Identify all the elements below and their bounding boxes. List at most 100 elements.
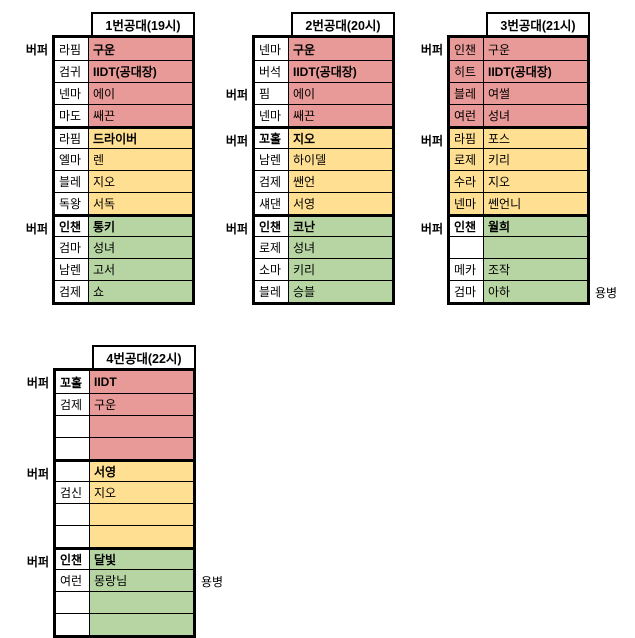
- nickname-cell[interactable]: IIDT(공대장): [89, 61, 192, 82]
- nickname-cell[interactable]: 지오: [89, 171, 192, 192]
- nickname-cell[interactable]: 성녀: [289, 237, 392, 258]
- class-cell[interactable]: 남렌: [255, 149, 289, 170]
- class-cell[interactable]: [56, 438, 90, 459]
- nickname-cell[interactable]: IIDT: [90, 371, 193, 393]
- buffer-label[interactable]: 버퍼: [420, 133, 443, 148]
- class-cell[interactable]: 넨마: [450, 193, 484, 214]
- nickname-cell[interactable]: 서독: [89, 193, 192, 214]
- nickname-cell[interactable]: 렌: [89, 149, 192, 170]
- buffer-label[interactable]: 버퍼: [26, 466, 49, 481]
- nickname-cell[interactable]: IIDT(공대장): [484, 61, 587, 82]
- class-cell[interactable]: 검제: [56, 394, 90, 415]
- class-cell[interactable]: 검마: [450, 281, 484, 302]
- nickname-cell[interactable]: [484, 237, 587, 258]
- buffer-label[interactable]: 버퍼: [225, 133, 248, 148]
- nickname-cell[interactable]: [90, 438, 193, 459]
- class-cell[interactable]: [56, 526, 90, 547]
- nickname-cell[interactable]: 지오: [289, 129, 392, 148]
- nickname-cell[interactable]: 지오: [90, 482, 193, 503]
- buffer-label[interactable]: 버퍼: [26, 375, 49, 390]
- nickname-cell[interactable]: 포스: [484, 129, 587, 148]
- class-cell[interactable]: 섀댄: [255, 193, 289, 214]
- nickname-cell[interactable]: 구운: [90, 394, 193, 415]
- nickname-cell[interactable]: 서영: [90, 462, 193, 481]
- nickname-cell[interactable]: 쎈언니: [484, 193, 587, 214]
- nickname-cell[interactable]: 성녀: [89, 237, 192, 258]
- nickname-cell[interactable]: 통키: [89, 217, 192, 236]
- table-title[interactable]: 3번공대(21시): [486, 12, 590, 35]
- table-title[interactable]: 4번공대(22시): [92, 345, 196, 368]
- buffer-label[interactable]: 버퍼: [225, 87, 248, 102]
- nickname-cell[interactable]: 쌘언: [289, 171, 392, 192]
- nickname-cell[interactable]: 구운: [484, 38, 587, 60]
- buffer-label[interactable]: 버퍼: [26, 554, 49, 569]
- class-cell[interactable]: 꼬홀: [56, 371, 90, 393]
- nickname-cell[interactable]: 조작: [484, 259, 587, 280]
- class-cell[interactable]: 인챈: [450, 38, 484, 60]
- class-cell[interactable]: 인챈: [56, 550, 90, 569]
- class-cell[interactable]: 라핌: [55, 129, 89, 148]
- class-cell[interactable]: 수라: [450, 171, 484, 192]
- class-cell[interactable]: [56, 504, 90, 525]
- nickname-cell[interactable]: 쌔끈: [289, 105, 392, 126]
- table-title[interactable]: 1번공대(19시): [91, 12, 195, 35]
- class-cell[interactable]: [56, 614, 90, 635]
- nickname-cell[interactable]: 서영: [289, 193, 392, 214]
- nickname-cell[interactable]: 하이델: [289, 149, 392, 170]
- nickname-cell[interactable]: 드라이버: [89, 129, 192, 148]
- class-cell[interactable]: [56, 592, 90, 613]
- nickname-cell[interactable]: 코난: [289, 217, 392, 236]
- class-cell[interactable]: 블레: [55, 171, 89, 192]
- class-cell[interactable]: [56, 462, 90, 481]
- class-cell[interactable]: 히트: [450, 61, 484, 82]
- class-cell[interactable]: [450, 237, 484, 258]
- class-cell[interactable]: 블레: [450, 83, 484, 104]
- nickname-cell[interactable]: [90, 526, 193, 547]
- class-cell[interactable]: 인챈: [255, 217, 289, 236]
- nickname-cell[interactable]: IIDT(공대장): [289, 61, 392, 82]
- nickname-cell[interactable]: 쇼: [89, 281, 192, 302]
- buffer-label[interactable]: 버퍼: [420, 221, 443, 236]
- class-cell[interactable]: 넨마: [255, 105, 289, 126]
- table-title[interactable]: 2번공대(20시): [291, 12, 395, 35]
- class-cell[interactable]: 엘마: [55, 149, 89, 170]
- class-cell[interactable]: 남렌: [55, 259, 89, 280]
- nickname-cell[interactable]: 월희: [484, 217, 587, 236]
- nickname-cell[interactable]: 지오: [484, 171, 587, 192]
- class-cell[interactable]: 검귀: [55, 61, 89, 82]
- class-cell[interactable]: 검신: [56, 482, 90, 503]
- class-cell[interactable]: 인챈: [450, 217, 484, 236]
- nickname-cell[interactable]: 아하: [484, 281, 587, 302]
- nickname-cell[interactable]: [90, 592, 193, 613]
- nickname-cell[interactable]: [90, 614, 193, 635]
- class-cell[interactable]: 인챈: [55, 217, 89, 236]
- nickname-cell[interactable]: 승블: [289, 281, 392, 302]
- nickname-cell[interactable]: 에이: [289, 83, 392, 104]
- class-cell[interactable]: 여런: [450, 105, 484, 126]
- nickname-cell[interactable]: 달빛: [90, 550, 193, 569]
- class-cell[interactable]: 로제: [255, 237, 289, 258]
- nickname-cell[interactable]: 키리: [289, 259, 392, 280]
- buffer-label[interactable]: 버퍼: [420, 42, 443, 57]
- buffer-label[interactable]: 버퍼: [25, 221, 48, 236]
- class-cell[interactable]: 검마: [55, 237, 89, 258]
- class-cell[interactable]: 검제: [255, 171, 289, 192]
- class-cell[interactable]: 핌: [255, 83, 289, 104]
- nickname-cell[interactable]: 구운: [289, 38, 392, 60]
- class-cell[interactable]: 검제: [55, 281, 89, 302]
- nickname-cell[interactable]: 고서: [89, 259, 192, 280]
- nickname-cell[interactable]: 여썰: [484, 83, 587, 104]
- class-cell[interactable]: 로제: [450, 149, 484, 170]
- mercenary-label[interactable]: 용병: [595, 285, 618, 300]
- class-cell[interactable]: 블레: [255, 281, 289, 302]
- nickname-cell[interactable]: 몽랑님: [90, 570, 193, 591]
- nickname-cell[interactable]: 쌔끈: [89, 105, 192, 126]
- class-cell[interactable]: 여런: [56, 570, 90, 591]
- class-cell[interactable]: 독왕: [55, 193, 89, 214]
- class-cell[interactable]: 메카: [450, 259, 484, 280]
- nickname-cell[interactable]: 에이: [89, 83, 192, 104]
- class-cell[interactable]: 소마: [255, 259, 289, 280]
- class-cell[interactable]: 넨마: [55, 83, 89, 104]
- nickname-cell[interactable]: [90, 416, 193, 437]
- nickname-cell[interactable]: [90, 504, 193, 525]
